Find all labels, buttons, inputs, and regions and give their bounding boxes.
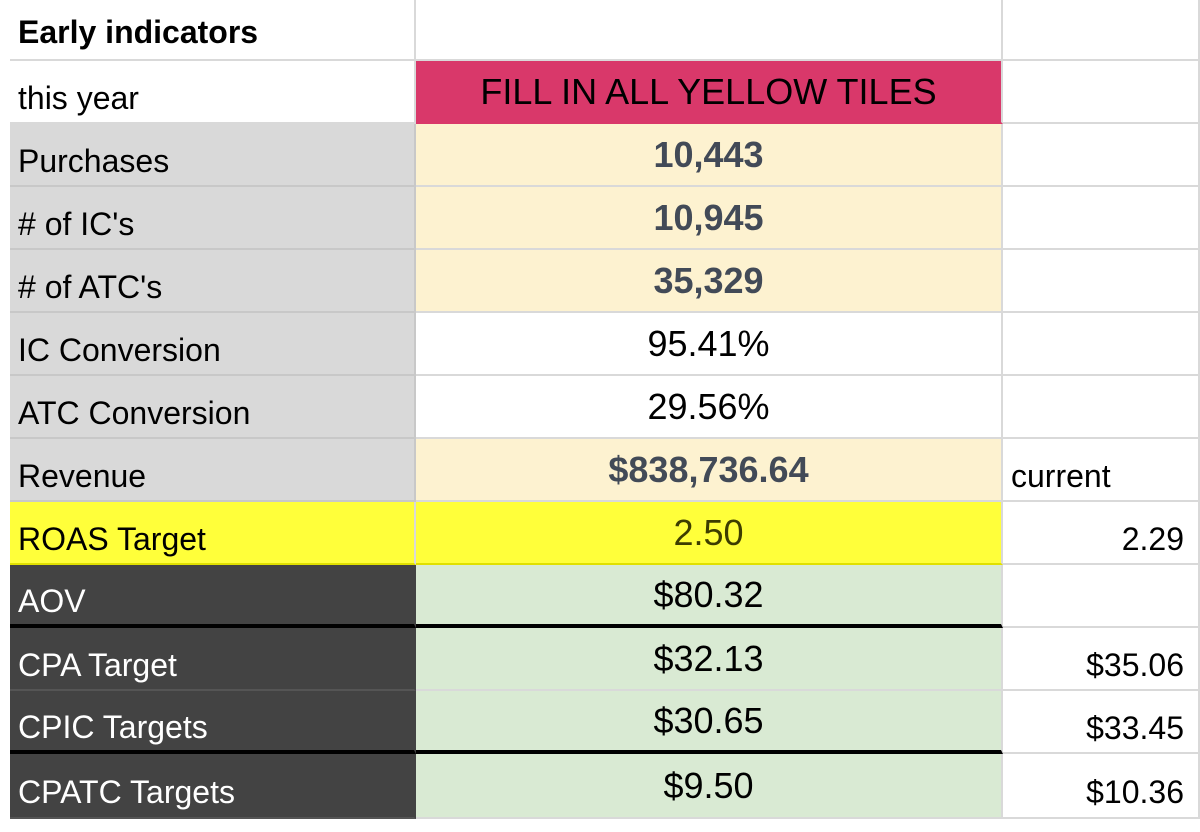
- label-cell-ic-conversion[interactable]: IC Conversion: [10, 313, 416, 376]
- side-value: 2.29: [1121, 521, 1184, 557]
- instruction-banner-cell[interactable]: FILL IN ALL YELLOW TILES: [416, 61, 1003, 124]
- cell-value: 10,443: [653, 133, 764, 175]
- cell-grid: Early indicators this year FILL IN ALL Y…: [10, 0, 1200, 819]
- row-label: # of ATC's: [18, 269, 163, 305]
- empty-cell[interactable]: [1003, 187, 1200, 250]
- side-value: $10.36: [1086, 774, 1184, 810]
- row-label: ATC Conversion: [18, 395, 251, 431]
- value-cell-atcs[interactable]: 35,329: [416, 250, 1003, 313]
- row-label: Purchases: [18, 143, 170, 179]
- row-label: this year: [18, 80, 139, 116]
- cell-value: $32.13: [653, 637, 764, 679]
- side-cell-roas-current[interactable]: 2.29: [1003, 502, 1200, 565]
- label-cell-revenue[interactable]: Revenue: [10, 439, 416, 502]
- row-label: CPIC Targets: [18, 709, 208, 745]
- side-cell-cpic-current[interactable]: $33.45: [1003, 691, 1200, 754]
- row-label: CPATC Targets: [18, 774, 235, 810]
- value-cell-aov[interactable]: $80.32: [416, 565, 1003, 628]
- cell-value: 2.50: [673, 511, 744, 553]
- label-cell-cpa-target[interactable]: CPA Target: [10, 628, 416, 691]
- label-cell-atc-conversion[interactable]: ATC Conversion: [10, 376, 416, 439]
- label-cell-atcs[interactable]: # of ATC's: [10, 250, 416, 313]
- row-label: IC Conversion: [18, 332, 221, 368]
- row-label: ROAS Target: [18, 521, 206, 557]
- label-cell-cpatc-targets[interactable]: CPATC Targets: [10, 754, 416, 819]
- cell-value: $30.65: [653, 699, 764, 741]
- value-cell-ics[interactable]: 10,945: [416, 187, 1003, 250]
- label-cell-this-year[interactable]: this year: [10, 61, 416, 124]
- instruction-banner: FILL IN ALL YELLOW TILES: [480, 70, 937, 112]
- label-cell-roas-target[interactable]: ROAS Target: [10, 502, 416, 565]
- label-cell-cpic-targets[interactable]: CPIC Targets: [10, 691, 416, 754]
- row-label: AOV: [18, 583, 86, 619]
- section-title: Early indicators: [18, 14, 259, 50]
- empty-cell[interactable]: [1003, 565, 1200, 628]
- value-cell-atc-conversion[interactable]: 29.56%: [416, 376, 1003, 439]
- cell-value: 29.56%: [647, 385, 770, 427]
- cell-value: $80.32: [653, 573, 764, 615]
- empty-cell[interactable]: [416, 0, 1003, 61]
- cell-value: 35,329: [653, 259, 764, 301]
- value-cell-revenue[interactable]: $838,736.64: [416, 439, 1003, 502]
- side-value: $35.06: [1086, 647, 1184, 683]
- row-label: Revenue: [18, 458, 147, 494]
- cell-value: $838,736.64: [608, 448, 809, 490]
- label-cell-aov[interactable]: AOV: [10, 565, 416, 628]
- cell-value: 95.41%: [647, 322, 770, 364]
- value-cell-ic-conversion[interactable]: 95.41%: [416, 313, 1003, 376]
- empty-cell[interactable]: [1003, 61, 1200, 124]
- empty-cell[interactable]: [1003, 250, 1200, 313]
- value-cell-cpic-targets[interactable]: $30.65: [416, 691, 1003, 754]
- section-title-cell[interactable]: Early indicators: [10, 0, 416, 61]
- empty-cell[interactable]: [1003, 0, 1200, 61]
- value-cell-purchases[interactable]: 10,443: [416, 124, 1003, 187]
- value-cell-roas-target[interactable]: 2.50: [416, 502, 1003, 565]
- row-label: CPA Target: [18, 647, 177, 683]
- cell-value: 10,945: [653, 196, 764, 238]
- side-cell-cpa-current[interactable]: $35.06: [1003, 628, 1200, 691]
- empty-cell[interactable]: [1003, 376, 1200, 439]
- side-value: $33.45: [1086, 710, 1184, 746]
- empty-cell[interactable]: [1003, 124, 1200, 187]
- label-cell-ics[interactable]: # of IC's: [10, 187, 416, 250]
- empty-cell[interactable]: [1003, 313, 1200, 376]
- value-cell-cpa-target[interactable]: $32.13: [416, 628, 1003, 691]
- cell-value: $9.50: [663, 764, 754, 806]
- side-cell-current-header[interactable]: current: [1003, 439, 1200, 502]
- row-label: # of IC's: [18, 206, 135, 242]
- value-cell-cpatc-targets[interactable]: $9.50: [416, 754, 1003, 819]
- side-value: current: [1011, 458, 1111, 494]
- label-cell-purchases[interactable]: Purchases: [10, 124, 416, 187]
- side-cell-cpatc-current[interactable]: $10.36: [1003, 754, 1200, 819]
